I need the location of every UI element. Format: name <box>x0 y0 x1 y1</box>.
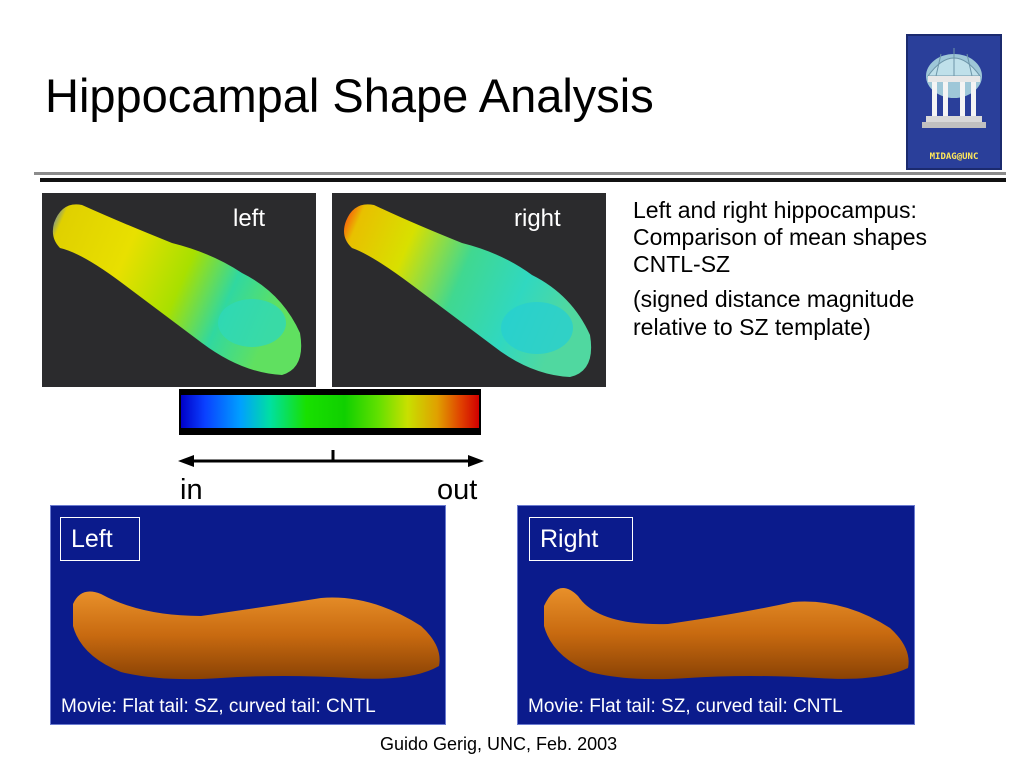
left-movie-caption: Movie: Flat tail: SZ, curved tail: CNTL <box>61 696 376 717</box>
right-movie-caption: Movie: Flat tail: SZ, curved tail: CNTL <box>528 696 843 717</box>
left-panel-label: left <box>233 205 266 232</box>
right-mesh-shape <box>544 588 909 680</box>
description: Left and right hippocampus: Comparison o… <box>633 197 993 349</box>
left-tag: Left <box>60 517 140 561</box>
in-out-arrow <box>178 448 484 472</box>
rotunda-icon <box>922 48 986 128</box>
title-rule <box>34 172 1006 184</box>
description-line-2: (signed distance magnitude relative to S… <box>633 286 915 340</box>
right-hippocampus-shape <box>344 204 592 377</box>
right-panel-label: right <box>514 205 561 232</box>
right-tag: Right <box>529 517 633 561</box>
left-hippocampus-panel: left <box>42 193 316 387</box>
right-hippocampus-panel: right <box>332 193 606 387</box>
scale-out-label: out <box>437 474 478 506</box>
left-mesh-shape <box>73 591 440 680</box>
description-line-1: Left and right hippocampus: Comparison o… <box>633 197 928 278</box>
left-movie-panel: Left Movie: Flat tail: SZ, curved tail: … <box>50 505 446 725</box>
scale-in-label: in <box>180 474 203 506</box>
footer-credit: Guido Gerig, UNC, Feb. 2003 <box>380 734 618 754</box>
left-hippocampus-shape <box>52 204 302 375</box>
logo-text: MIDAG@UNC <box>929 152 979 162</box>
right-movie-panel: Right Movie: Flat tail: SZ, curved tail:… <box>517 505 915 725</box>
page-title: Hippocampal Shape Analysis <box>45 69 654 122</box>
color-scale-bar <box>179 389 481 435</box>
midag-logo: MIDAG@UNC <box>906 34 1002 170</box>
